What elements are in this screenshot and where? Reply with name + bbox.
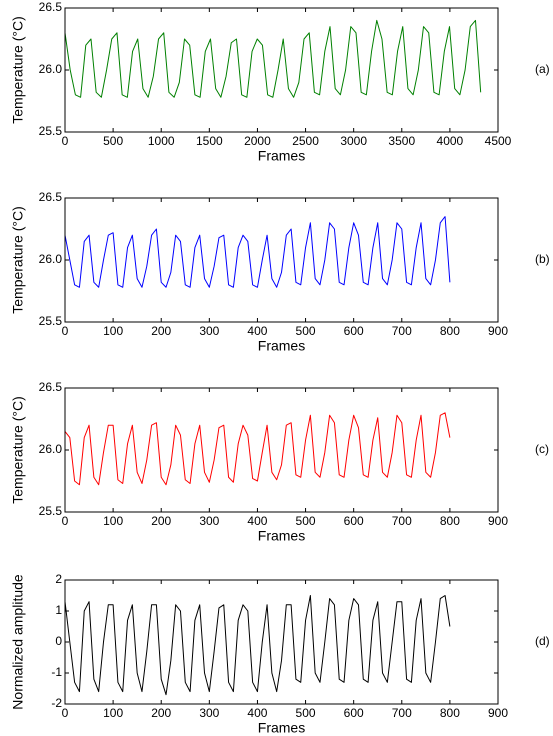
axes-box [64, 197, 499, 323]
x-tick-label: 0 [62, 324, 69, 338]
y-axis-label: Temperature (°C) [10, 396, 26, 504]
x-tick-label: 2500 [292, 134, 319, 148]
x-tick-label: 1000 [148, 134, 175, 148]
y-tick-label: 25.5 [39, 504, 63, 518]
y-tick-label: -2 [51, 696, 62, 710]
x-tick-label: 3000 [340, 134, 367, 148]
x-tick-label: 0 [62, 514, 69, 528]
x-tick-label: 700 [392, 324, 412, 338]
x-tick-label: 3500 [388, 134, 415, 148]
x-tick-label: 200 [151, 706, 171, 720]
y-axis-label: Normalized amplitude [10, 574, 26, 710]
y-tick-label: 26.0 [39, 252, 63, 266]
x-tick-label: 300 [199, 514, 219, 528]
x-axis-label: Frames [258, 338, 305, 354]
axes-box [64, 387, 499, 513]
x-tick-label: 300 [199, 706, 219, 720]
y-tick-label: -1 [51, 665, 62, 679]
data-line [64, 216, 451, 288]
x-tick-label: 600 [344, 514, 364, 528]
x-tick-label: 600 [344, 706, 364, 720]
data-line [64, 595, 451, 696]
x-tick-label: 700 [392, 706, 412, 720]
y-tick-label: 26.0 [39, 442, 63, 456]
y-tick-label: 26.5 [39, 380, 63, 394]
panel-label: (a) [535, 62, 550, 76]
x-tick-label: 500 [296, 324, 316, 338]
panel-label: (b) [535, 252, 550, 266]
x-tick-label: 900 [488, 706, 508, 720]
x-tick-label: 2000 [244, 134, 271, 148]
x-tick-label: 0 [62, 706, 69, 720]
panel-label: (d) [535, 634, 550, 648]
x-axis-label: Frames [258, 720, 305, 736]
x-tick-label: 500 [103, 134, 123, 148]
y-tick-label: 0 [55, 634, 62, 648]
x-tick-label: 0 [62, 134, 69, 148]
x-tick-label: 100 [103, 706, 123, 720]
x-tick-label: 4000 [437, 134, 464, 148]
axes-box [64, 7, 499, 133]
x-tick-label: 900 [488, 324, 508, 338]
x-tick-label: 300 [199, 324, 219, 338]
x-tick-label: 900 [488, 514, 508, 528]
x-tick-label: 4500 [485, 134, 512, 148]
x-tick-label: 1500 [196, 134, 223, 148]
x-tick-label: 200 [151, 324, 171, 338]
y-axis-label: Temperature (°C) [10, 206, 26, 314]
axes-box [64, 579, 499, 705]
x-tick-label: 800 [440, 514, 460, 528]
y-tick-label: 25.5 [39, 124, 63, 138]
x-tick-label: 500 [296, 514, 316, 528]
x-tick-label: 700 [392, 514, 412, 528]
x-tick-label: 800 [440, 706, 460, 720]
data-line [64, 412, 451, 486]
y-tick-label: 26.0 [39, 62, 63, 76]
panel-label: (c) [535, 442, 549, 456]
x-tick-label: 400 [247, 324, 267, 338]
x-tick-label: 400 [247, 514, 267, 528]
x-tick-label: 400 [247, 706, 267, 720]
x-tick-label: 600 [344, 324, 364, 338]
x-tick-label: 800 [440, 324, 460, 338]
y-tick-label: 2 [55, 572, 62, 586]
y-tick-label: 26.5 [39, 0, 63, 14]
y-axis-label: Temperature (°C) [10, 16, 26, 124]
y-tick-label: 25.5 [39, 314, 63, 328]
x-tick-label: 500 [296, 706, 316, 720]
x-axis-label: Frames [258, 148, 305, 164]
data-line [64, 19, 482, 98]
x-axis-label: Frames [258, 528, 305, 544]
x-tick-label: 100 [103, 324, 123, 338]
y-tick-label: 26.5 [39, 190, 63, 204]
y-tick-label: 1 [55, 603, 62, 617]
x-tick-label: 200 [151, 514, 171, 528]
x-tick-label: 100 [103, 514, 123, 528]
